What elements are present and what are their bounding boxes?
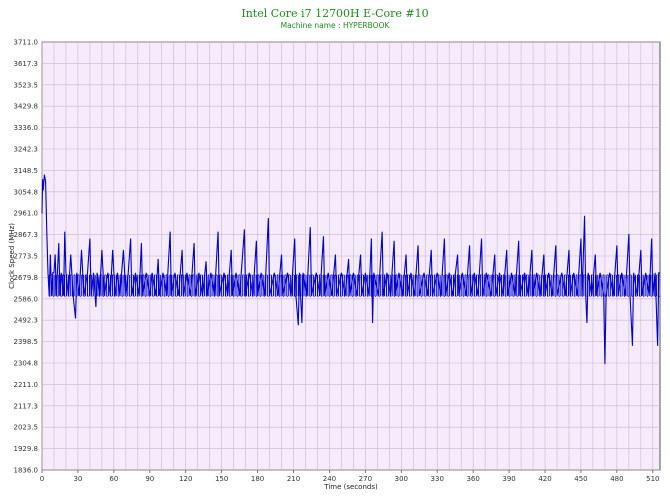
x-tick-label: 480 [610, 475, 623, 483]
y-tick-label: 3148.5 [14, 167, 39, 175]
y-tick-label: 3711.0 [14, 39, 39, 47]
x-tick-label: 420 [538, 475, 551, 483]
y-tick-label: 2586.0 [14, 295, 39, 303]
x-tick-label: 120 [179, 475, 192, 483]
y-tick-label: 2961.0 [14, 210, 39, 218]
y-tick-label: 2211.0 [14, 381, 39, 389]
y-tick-label: 2304.8 [14, 359, 39, 367]
x-tick-label: 150 [215, 475, 228, 483]
chart-subtitle: Machine name : HYPERBOOK [280, 21, 390, 30]
y-tick-label: 3054.8 [14, 188, 39, 196]
x-tick-label: 180 [251, 475, 264, 483]
y-tick-label: 2398.5 [14, 338, 39, 346]
y-tick-label: 1929.8 [14, 445, 39, 453]
x-axis-ticks: 0 30 60 90 120 150 180 210 240 270 300 330 360 390 420… [40, 470, 660, 483]
x-tick-label: 30 [73, 475, 82, 483]
grid-lines [41, 41, 660, 471]
y-tick-label: 2492.3 [14, 317, 39, 325]
x-tick-label: 270 [359, 475, 372, 483]
x-tick-label: 240 [323, 475, 336, 483]
x-axis-label: Time (seconds) [323, 483, 378, 491]
y-tick-label: 3429.8 [14, 103, 39, 111]
y-tick-label: 2117.3 [14, 402, 39, 410]
clock-speed-series-line [41, 174, 660, 365]
y-tick-label: 3242.3 [14, 145, 39, 153]
y-tick-label: 1836.0 [14, 467, 39, 475]
y-tick-label: 3617.3 [14, 60, 39, 68]
y-tick-label: 3336.0 [14, 124, 39, 132]
x-tick-label: 450 [574, 475, 587, 483]
y-tick-label: 2867.3 [14, 231, 39, 239]
y-axis-ticks: 3711.0 3617.3 3523.5 3429.8 3336.0 3242.3 3148… [14, 39, 39, 475]
x-tick-label: 210 [287, 475, 300, 483]
y-tick-label: 2679.8 [14, 274, 39, 282]
x-tick-label: 360 [466, 475, 479, 483]
x-tick-label: 90 [145, 475, 154, 483]
x-tick-label: 60 [109, 475, 118, 483]
y-axis-label: Clock Speed (MHz) [8, 223, 16, 289]
y-tick-label: 2773.5 [14, 253, 39, 261]
x-tick-label: 300 [395, 475, 408, 483]
x-tick-label: 510 [646, 475, 659, 483]
x-tick-label: 330 [431, 475, 444, 483]
chart-title: Intel Core i7 12700H E-Core #10 [241, 7, 429, 20]
y-tick-label: 3523.5 [14, 81, 39, 89]
x-tick-label: 0 [40, 475, 44, 483]
x-tick-label: 390 [502, 475, 515, 483]
y-tick-label: 2023.5 [14, 424, 39, 432]
